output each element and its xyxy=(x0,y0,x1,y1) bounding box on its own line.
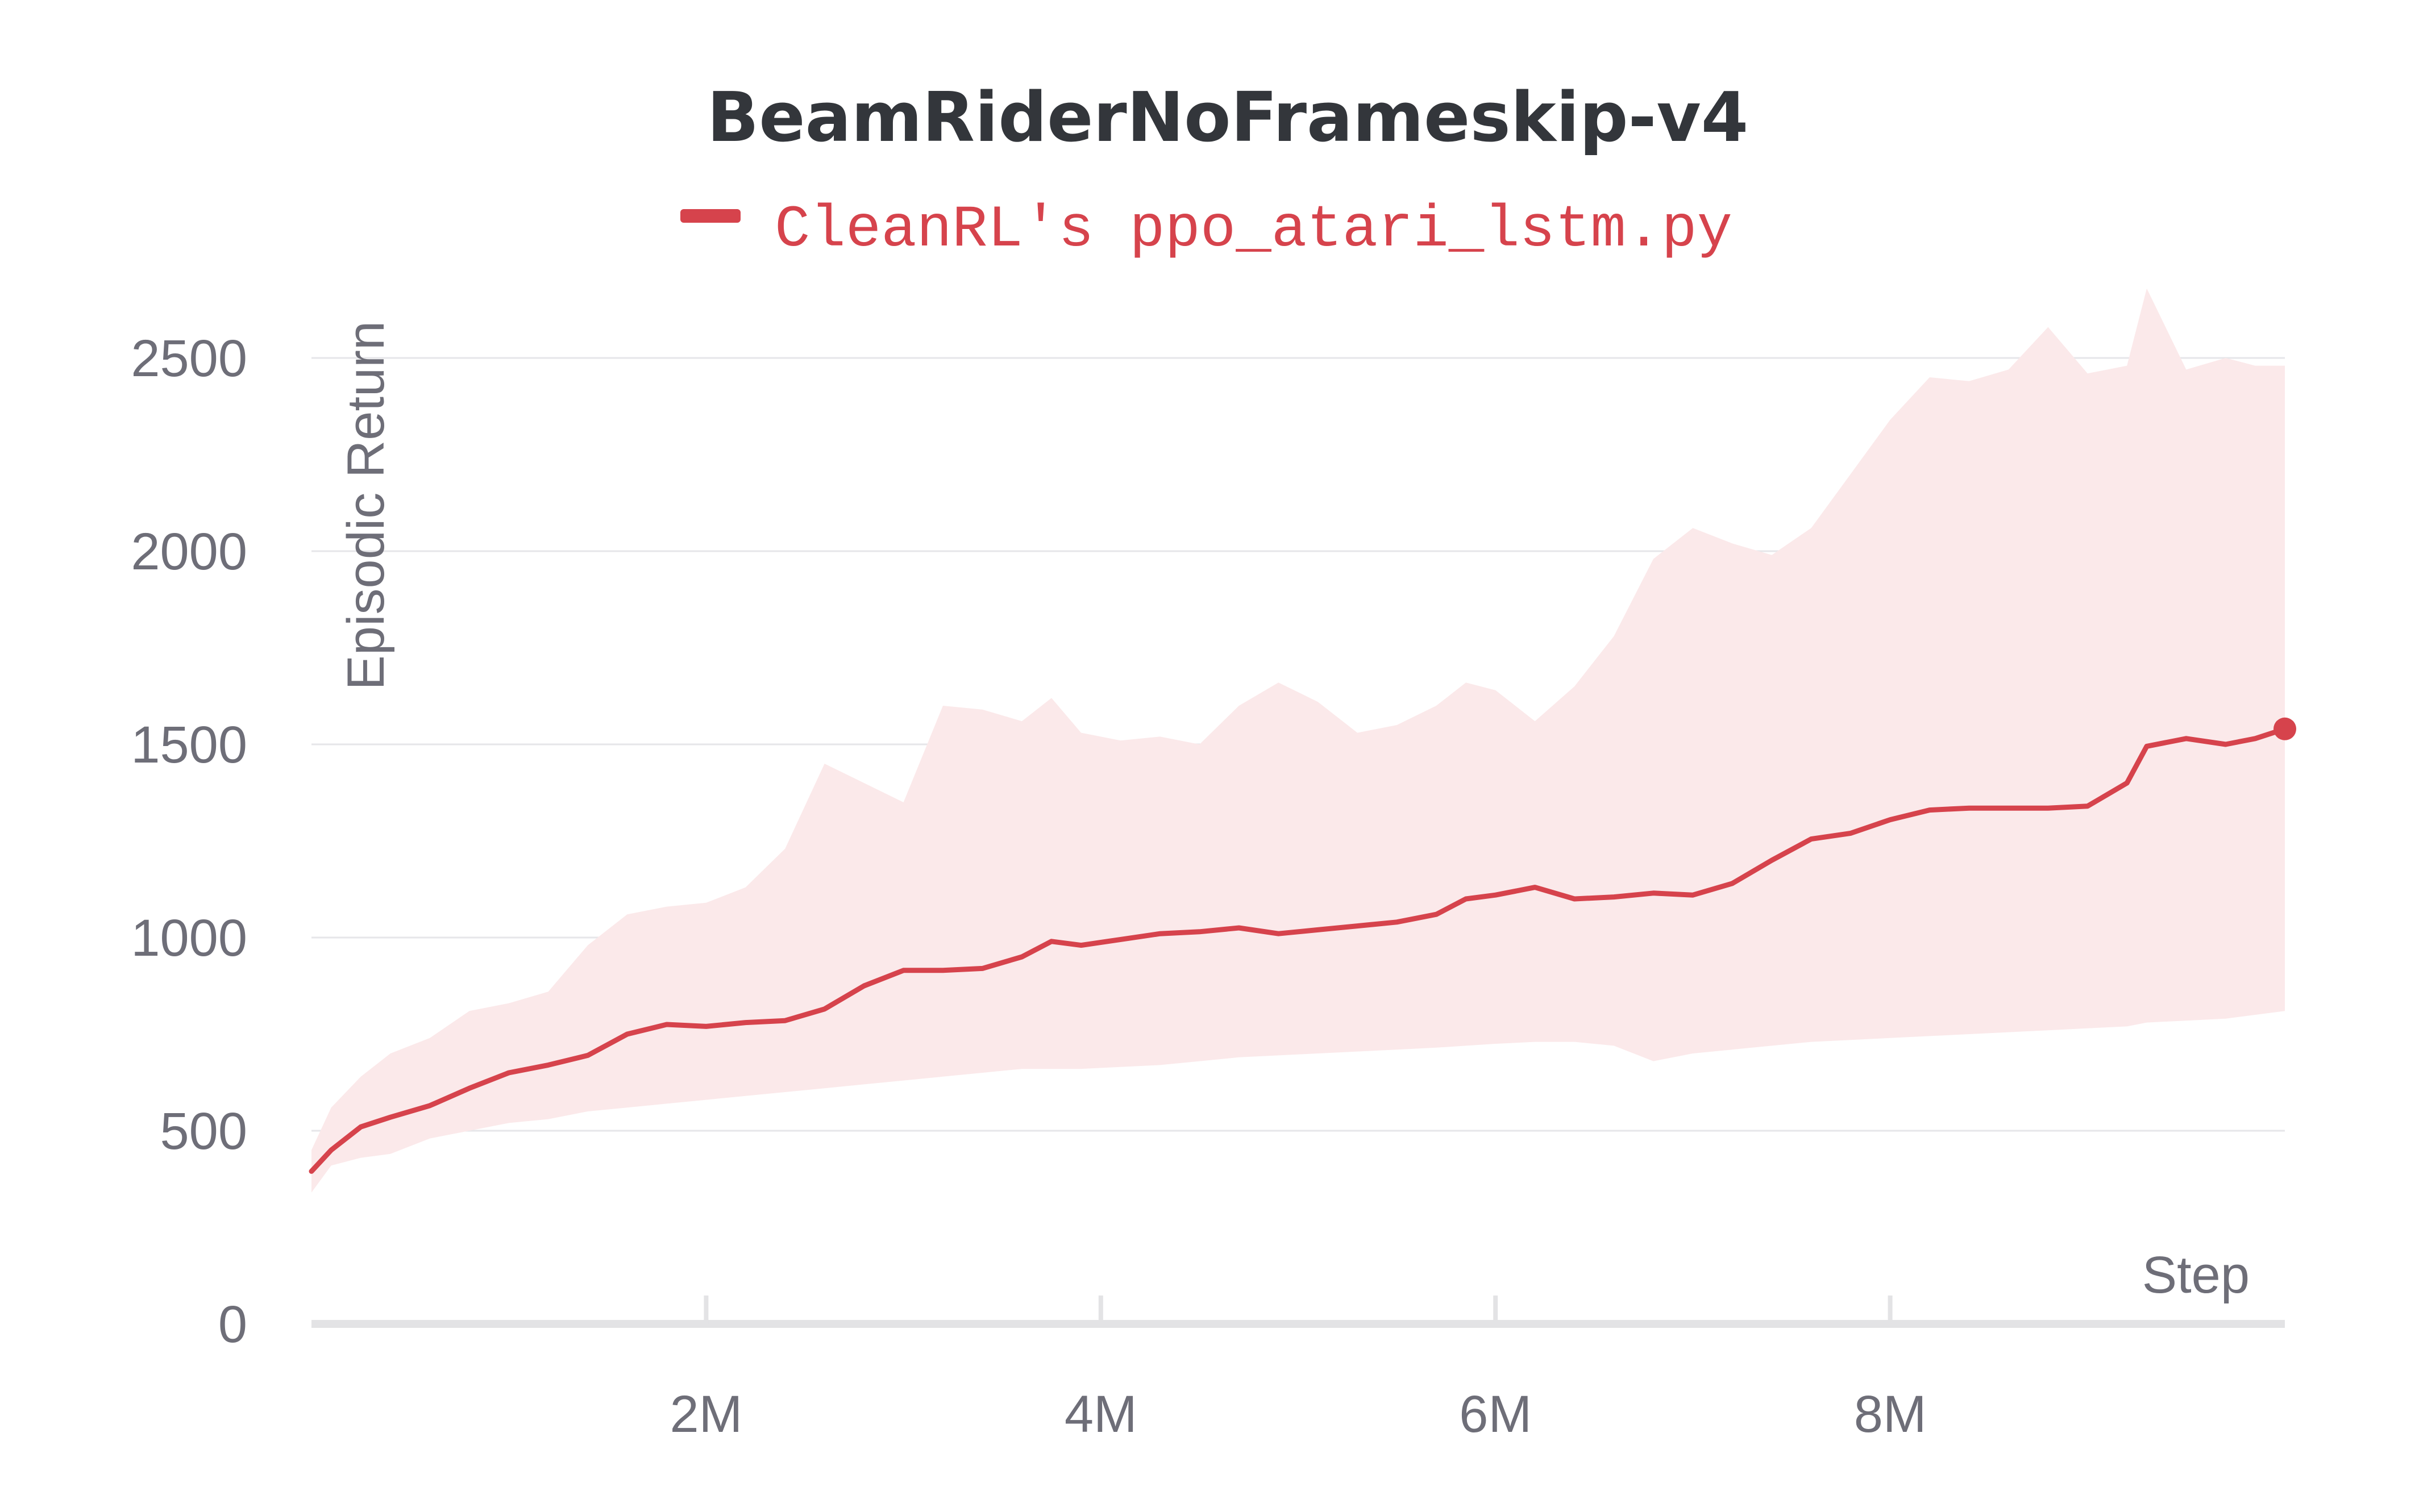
series-endpoint-marker xyxy=(2273,718,2296,740)
x-axis-label: Step xyxy=(2142,1246,2250,1304)
x-tick-label: 8M xyxy=(1854,1385,1927,1443)
legend-swatch xyxy=(680,209,741,223)
y-axis-label: Episodic Return xyxy=(337,321,395,690)
x-tick-label: 2M xyxy=(670,1385,742,1443)
x-tick-label: 4M xyxy=(1065,1385,1137,1443)
y-tick-label: 1000 xyxy=(131,909,247,967)
confidence-band xyxy=(311,289,2285,1193)
x-axis: 2M 4M 6M 8M xyxy=(311,1296,2285,1443)
y-tick-label: 2500 xyxy=(131,330,247,388)
y-tick-label: 2000 xyxy=(131,523,247,581)
confidence-band-layer xyxy=(311,289,2285,1193)
legend: CleanRL's ppo_atari_lstm.py xyxy=(680,197,1732,264)
y-tick-label: 0 xyxy=(218,1296,247,1353)
chart-title: BeamRiderNoFrameskip-v4 xyxy=(707,78,1748,157)
y-tick-label: 500 xyxy=(160,1102,248,1160)
legend-label: CleanRL's ppo_atari_lstm.py xyxy=(775,197,1732,264)
x-tick-label: 6M xyxy=(1459,1385,1532,1443)
y-tick-label: 1500 xyxy=(131,716,247,774)
y-axis: 0 500 1000 1500 2000 2500 xyxy=(131,330,247,1353)
